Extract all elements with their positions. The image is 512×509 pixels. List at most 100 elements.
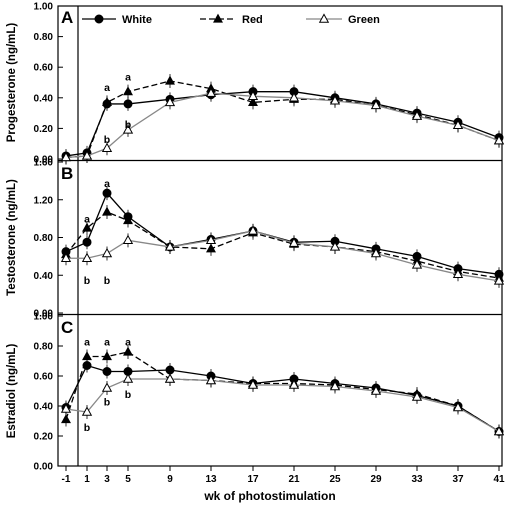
data-point-red — [82, 351, 92, 361]
data-point-green — [205, 87, 217, 97]
data-point-green — [122, 234, 134, 245]
panel-letter: B — [61, 164, 73, 183]
data-point-green — [247, 379, 259, 389]
y-tick-label: 0.60 — [34, 63, 54, 74]
plot-frame — [57, 5, 503, 467]
y-tick-label: 1.00 — [34, 312, 54, 323]
data-point-green — [411, 110, 423, 120]
outer-frame — [57, 5, 503, 467]
data-point-green — [205, 234, 217, 245]
data-point-green — [81, 406, 93, 416]
data-point-green — [101, 247, 113, 258]
data-point-green — [81, 150, 93, 160]
legend-label: Red — [242, 14, 263, 26]
data-point-green — [122, 373, 134, 383]
y-axis-label: Progesterone (ng/mL) — [6, 23, 18, 143]
data-point-green — [493, 275, 505, 285]
data-point-red — [206, 243, 216, 253]
data-point-red — [165, 75, 175, 85]
data-point-green — [288, 379, 300, 389]
data-point-green — [101, 382, 113, 392]
series-line-white — [65, 191, 500, 275]
legend-item-red: Red — [200, 13, 263, 26]
y-tick-label: 1.20 — [34, 195, 54, 206]
data-point-green — [288, 92, 300, 102]
data-point-green — [205, 374, 217, 385]
data-point-green — [452, 268, 464, 279]
data-point-green — [101, 142, 113, 152]
y-tick-label: 0.00 — [34, 309, 54, 320]
data-point-green — [452, 119, 464, 130]
y-tick-label: 0.60 — [34, 372, 54, 383]
significance-letter: a — [104, 82, 110, 94]
data-point-green — [411, 391, 423, 401]
x-tick-label: 17 — [247, 474, 259, 485]
significance-letter: b — [104, 397, 110, 409]
data-point-white — [123, 99, 133, 109]
significance-letter: b — [104, 275, 110, 287]
significance-letter: b — [84, 275, 90, 287]
data-point-green — [164, 241, 176, 251]
y-tick-label: 0.20 — [34, 124, 54, 135]
data-point-red — [123, 346, 133, 356]
significance-letter: b — [125, 119, 131, 131]
series-green — [60, 86, 505, 165]
data-point-red — [82, 222, 92, 232]
data-point-green — [370, 385, 382, 395]
data-point-red — [102, 206, 112, 216]
series-green — [60, 372, 505, 439]
x-tick-label: 41 — [493, 474, 505, 485]
data-point-red — [102, 96, 112, 106]
data-point-green — [60, 403, 72, 413]
data-point-red — [61, 414, 71, 424]
data-point-green — [247, 225, 259, 235]
panel-letter: C — [61, 318, 73, 337]
panel-a: 0.00 0.20 0.40 0.60 0.80 1.00 Progesterone (ng… — [6, 2, 505, 166]
series-line-green — [65, 378, 500, 433]
data-point-green — [493, 135, 505, 145]
x-tick-label: 1 — [84, 474, 90, 485]
data-point-green — [411, 259, 423, 269]
y-axis-label: Estradiol (ng/mL) — [6, 344, 18, 439]
panel-b: 0.00 0.40 0.80 1.20 1.60 Testosterone (ng/mL)… — [6, 158, 505, 320]
legend-item-green: Green — [306, 13, 380, 26]
x-tick-label: 13 — [205, 474, 217, 485]
x-tick-label: -1 — [62, 474, 71, 485]
panel-c: 0.00 0.20 0.40 0.60 0.80 1.00 Estradiol (ng/mL… — [6, 312, 505, 473]
data-point-red — [102, 351, 112, 361]
data-point-green — [370, 99, 382, 110]
data-point-green — [122, 124, 134, 134]
y-tick-label: 0.00 — [34, 462, 54, 473]
data-point-green — [370, 247, 382, 258]
data-point-green — [288, 237, 300, 247]
data-point-green — [164, 96, 176, 107]
y-tick-label: 0.80 — [34, 233, 54, 244]
legend-marker — [213, 13, 223, 23]
x-axis-label: wk of photostimulation — [203, 489, 335, 503]
x-tick-label: 3 — [104, 474, 110, 485]
significance-letter: b — [125, 389, 131, 401]
y-tick-label: 0.80 — [34, 342, 54, 353]
significance-letter: a — [125, 71, 131, 83]
data-point-green — [60, 252, 72, 262]
y-tick-label: 1.00 — [34, 2, 54, 13]
data-point-red — [123, 215, 133, 225]
panel-letter: A — [61, 8, 73, 27]
data-point-green — [329, 95, 341, 105]
y-tick-label: 1.60 — [34, 158, 54, 169]
data-point-white — [102, 367, 112, 376]
data-point-red — [123, 86, 133, 96]
legend-item-white: White — [82, 14, 152, 26]
x-tick-label: 9 — [167, 474, 173, 485]
x-tick-label: 21 — [288, 474, 300, 485]
x-tick-label: 25 — [329, 474, 341, 485]
panels: 0.00 0.20 0.40 0.60 0.80 1.00 Progesterone (ng… — [6, 2, 505, 473]
legend-label: White — [122, 14, 152, 26]
y-tick-label: 0.80 — [34, 32, 54, 43]
data-point-white — [82, 237, 92, 247]
y-axis-label: Testosterone (ng/mL) — [6, 179, 18, 296]
data-point-green — [452, 401, 464, 412]
legend-label: Green — [348, 14, 380, 26]
significance-letter: a — [84, 337, 90, 349]
